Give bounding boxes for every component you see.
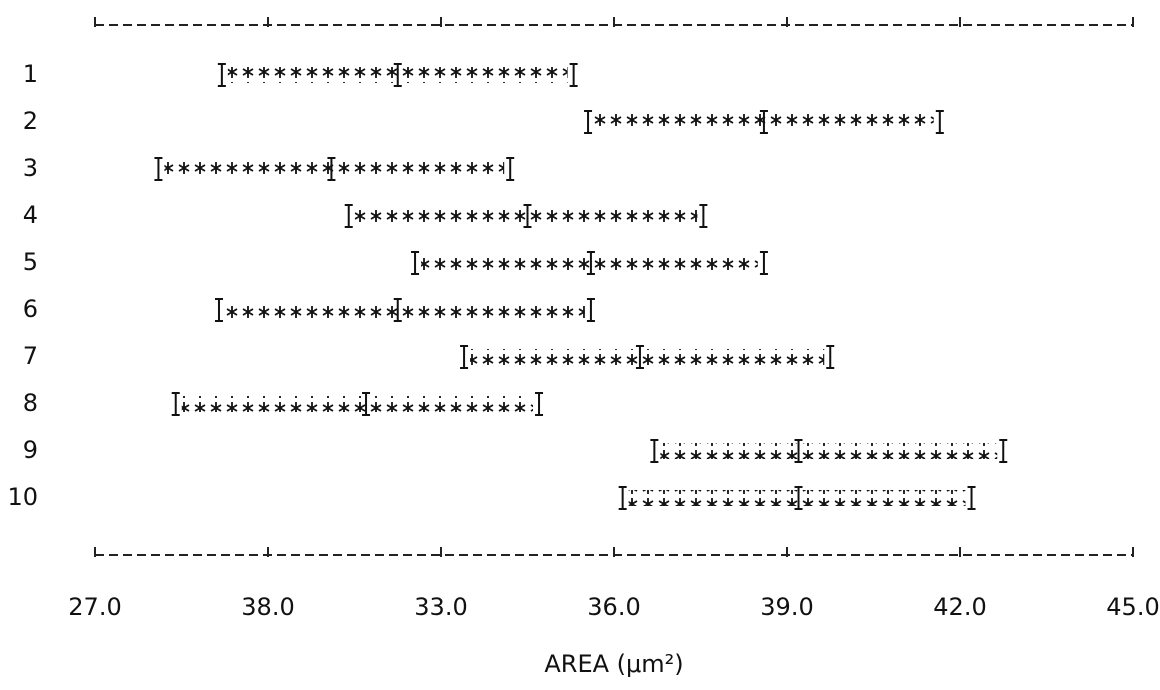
interval-end [586, 251, 595, 275]
x-axis-label: AREA (μm²) [544, 650, 683, 678]
interval-end [584, 110, 593, 134]
x-tick-label: 38.0 [241, 593, 294, 621]
interval-end [759, 251, 768, 275]
interval-end [393, 298, 402, 322]
interval-end [826, 345, 835, 369]
interval-bar [224, 302, 585, 318]
row-label: 8 [23, 389, 38, 417]
interval-end [506, 157, 515, 181]
row-label: 1 [23, 60, 38, 88]
row-label: 4 [23, 201, 38, 229]
interval-end [586, 298, 595, 322]
interval-bar [421, 255, 758, 271]
interval-end [967, 486, 976, 510]
interval-end [650, 439, 659, 463]
interval-bar [164, 161, 505, 177]
interval-end [460, 345, 469, 369]
interval-end [411, 251, 420, 275]
interval-end [523, 204, 532, 228]
interval-end [759, 110, 768, 134]
interval-end [344, 204, 353, 228]
x-tick-label: 27.0 [68, 593, 121, 621]
interval-end [618, 486, 627, 510]
interval-end [171, 392, 180, 416]
interval-end [794, 486, 803, 510]
row-label: 9 [23, 436, 38, 464]
interval-end [699, 204, 708, 228]
row-label: 6 [23, 295, 38, 323]
interval-end [393, 63, 402, 87]
interval-end [535, 392, 544, 416]
interval-end [362, 392, 371, 416]
x-tick-label: 45.0 [1106, 593, 1159, 621]
interval-bar [660, 443, 998, 459]
interval-end [935, 110, 944, 134]
interval-end [569, 63, 578, 87]
x-tick-label: 42.0 [933, 593, 986, 621]
interval-bar [354, 208, 698, 224]
interval-bar [181, 396, 534, 412]
x-tick-label: 33.0 [414, 593, 467, 621]
x-tick-label: 36.0 [587, 593, 640, 621]
interval-end [794, 439, 803, 463]
x-tick-label: 39.0 [760, 593, 813, 621]
interval-end [999, 439, 1008, 463]
interval-end [214, 298, 223, 322]
row-label: 7 [23, 342, 38, 370]
interval-end [327, 157, 336, 181]
interval-end [217, 63, 226, 87]
row-label: 3 [23, 154, 38, 182]
row-label: 2 [23, 107, 38, 135]
interval-bar [628, 490, 966, 506]
interval-bar [470, 349, 825, 365]
interval-end [154, 157, 163, 181]
row-label: 10 [7, 483, 38, 511]
row-label: 5 [23, 248, 38, 276]
interval-end [635, 345, 644, 369]
